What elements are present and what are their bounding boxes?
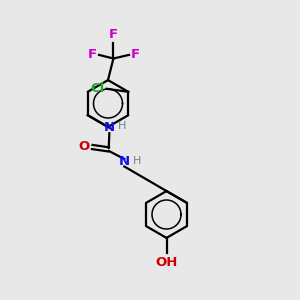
Text: H: H [118, 121, 127, 131]
Text: F: F [131, 48, 140, 62]
Text: N: N [119, 155, 130, 169]
Text: F: F [109, 28, 118, 41]
Text: O: O [78, 140, 89, 154]
Text: N: N [104, 121, 115, 134]
Text: OH: OH [155, 256, 178, 269]
Text: Cl: Cl [91, 82, 105, 95]
Text: F: F [88, 48, 97, 62]
Text: H: H [133, 155, 142, 166]
